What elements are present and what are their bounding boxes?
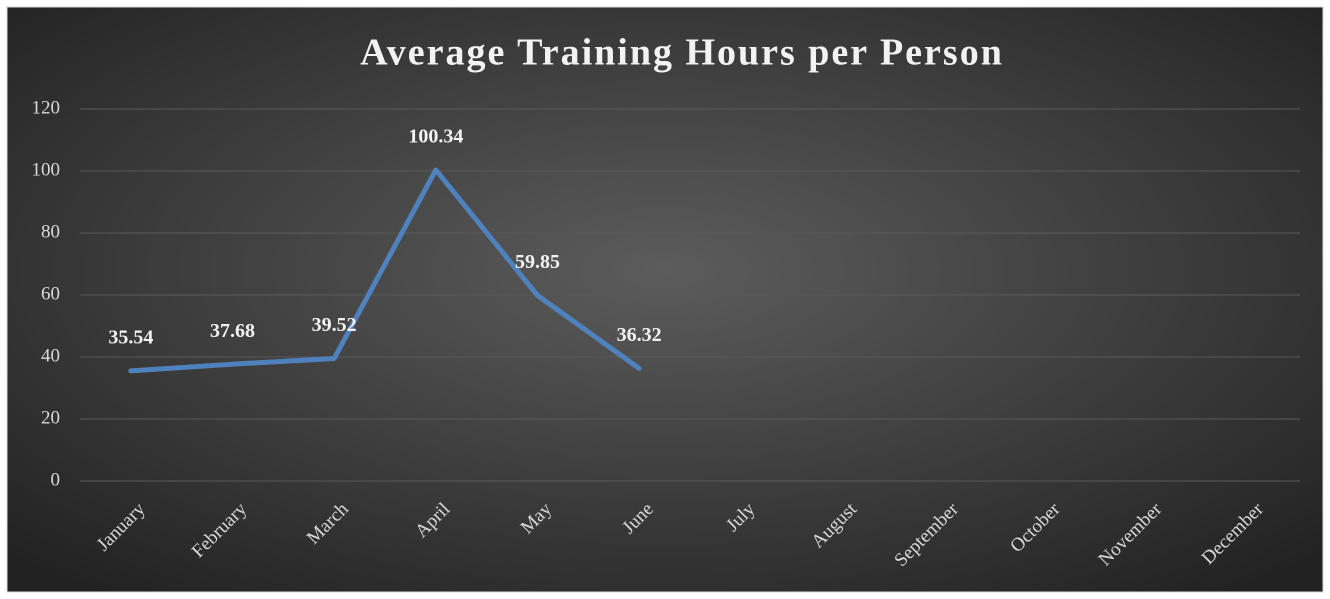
y-tick-label: 60 xyxy=(41,283,60,304)
chart-background xyxy=(6,6,1324,593)
chart-title: Average Training Hours per Person xyxy=(360,32,1004,74)
data-label: 39.52 xyxy=(312,314,357,336)
y-tick-label: 40 xyxy=(41,345,60,366)
data-label: 35.54 xyxy=(108,326,153,348)
line xyxy=(128,167,642,374)
y-tick-label: 20 xyxy=(41,407,60,428)
y-tick-label: 120 xyxy=(32,97,61,118)
y-tick-label: 0 xyxy=(51,469,61,490)
y-tick-label: 80 xyxy=(41,221,60,242)
y-tick-label: 100 xyxy=(32,159,61,180)
data-label: 100.34 xyxy=(408,126,463,148)
data-label: 37.68 xyxy=(210,320,255,342)
data-label: 59.85 xyxy=(515,251,560,273)
data-label: 36.32 xyxy=(617,324,662,346)
